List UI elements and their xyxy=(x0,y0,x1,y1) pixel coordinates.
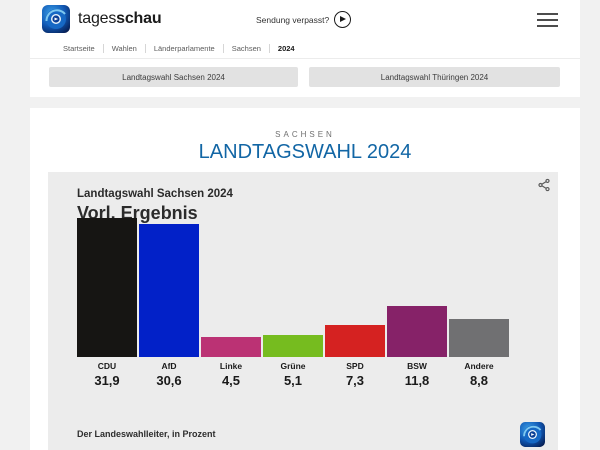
breadcrumb-2024[interactable]: 2024 xyxy=(277,44,295,53)
election-chart-card: Landtagswahl Sachsen 2024 Vorl. Ergebnis… xyxy=(48,172,558,450)
bar-group-linke: Linke 4,5 xyxy=(201,141,261,388)
wordmark-bold: schau xyxy=(116,10,162,27)
chart-source: Der Landeswahlleiter, in Prozent xyxy=(77,429,216,439)
main-content-card: SACHSEN LANDTAGSWAHL 2024 Landtagswahl S… xyxy=(30,108,580,450)
party-label: Andere xyxy=(464,361,494,371)
bar-track xyxy=(77,141,137,357)
breadcrumb-separator xyxy=(268,44,270,53)
bar-group-andere: Andere 8,8 xyxy=(449,141,509,388)
party-label: AfD xyxy=(161,361,177,371)
bar-group-cdu: CDU 31,9 xyxy=(77,141,137,388)
breadcrumb-separator xyxy=(102,44,104,53)
breadcrumb-wahlen[interactable]: Wahlen xyxy=(111,44,137,53)
play-triangle xyxy=(340,15,346,22)
party-label: Grüne xyxy=(280,361,306,371)
site-header: tagesschau Sendung verpasst? Startseite … xyxy=(30,0,580,97)
hamburger-icon[interactable] xyxy=(537,13,558,30)
party-bar[interactable] xyxy=(201,337,261,357)
play-icon[interactable] xyxy=(334,11,351,28)
tagesschau-logo-icon[interactable] xyxy=(42,5,70,33)
bar-group-spd: SPD 7,3 xyxy=(325,141,385,388)
button-landtagswahl-thueringen[interactable]: Landtagswahl Thüringen 2024 xyxy=(309,67,560,87)
tagesschau-watermark-icon xyxy=(520,422,545,447)
party-label: SPD xyxy=(346,361,364,371)
party-bar[interactable] xyxy=(263,334,323,357)
breadcrumb-startseite[interactable]: Startseite xyxy=(63,44,95,53)
party-bar[interactable] xyxy=(387,305,447,357)
button-landtagswahl-sachsen[interactable]: Landtagswahl Sachsen 2024 xyxy=(49,67,298,87)
party-value: 5,1 xyxy=(283,373,303,388)
bar-group-grüne: Grüne 5,1 xyxy=(263,141,323,388)
bar-track xyxy=(139,141,199,357)
party-label: CDU xyxy=(97,361,117,371)
chart-subtitle: Vorl. Ergebnis xyxy=(77,203,198,223)
party-bar[interactable] xyxy=(325,325,385,357)
bar-group-bsw: BSW 11,8 xyxy=(387,141,447,388)
chart-header: Landtagswahl Sachsen 2024 Vorl. Ergebnis xyxy=(77,188,233,224)
region-kicker: SACHSEN xyxy=(275,130,335,139)
party-bar[interactable] xyxy=(449,318,509,357)
bar-track xyxy=(263,141,323,357)
party-bar[interactable] xyxy=(77,218,137,357)
breadcrumb-sachsen[interactable]: Sachsen xyxy=(231,44,261,53)
bar-track xyxy=(325,141,385,357)
party-bar[interactable] xyxy=(139,223,199,357)
bar-track xyxy=(201,141,261,357)
bar-track xyxy=(449,141,509,357)
wordmark-regular: tages xyxy=(78,10,117,27)
breadcrumb-separator xyxy=(222,44,224,53)
breadcrumb-separator xyxy=(144,44,146,53)
bar-chart: CDU 31,9 AfD 30,6 Linke 4,5 Grüne 5,1 SP… xyxy=(77,172,513,388)
share-icon[interactable] xyxy=(537,178,551,192)
header-divider xyxy=(30,58,580,59)
tagesschau-wordmark[interactable]: tagesschau xyxy=(78,10,162,28)
party-label: Linke xyxy=(219,361,243,371)
breadcrumb: Startseite Wahlen Länderparlamente Sachs… xyxy=(55,44,303,53)
party-value: 7,3 xyxy=(345,373,365,388)
bar-track xyxy=(387,141,447,357)
party-label: BSW xyxy=(407,361,427,371)
party-value: 31,9 xyxy=(94,373,120,388)
party-value: 11,8 xyxy=(404,373,430,388)
breadcrumb-laenderparlamente[interactable]: Länderparlamente xyxy=(153,44,215,53)
party-value: 4,5 xyxy=(221,373,241,388)
party-value: 8,8 xyxy=(469,373,489,388)
chart-title: Landtagswahl Sachsen 2024 xyxy=(77,188,233,200)
bar-group-afd: AfD 30,6 xyxy=(139,141,199,388)
sendung-verpasst-link[interactable]: Sendung verpasst? xyxy=(256,15,330,25)
page-title: LANDTAGSWAHL 2024 xyxy=(198,141,412,163)
party-value: 30,6 xyxy=(156,373,182,388)
